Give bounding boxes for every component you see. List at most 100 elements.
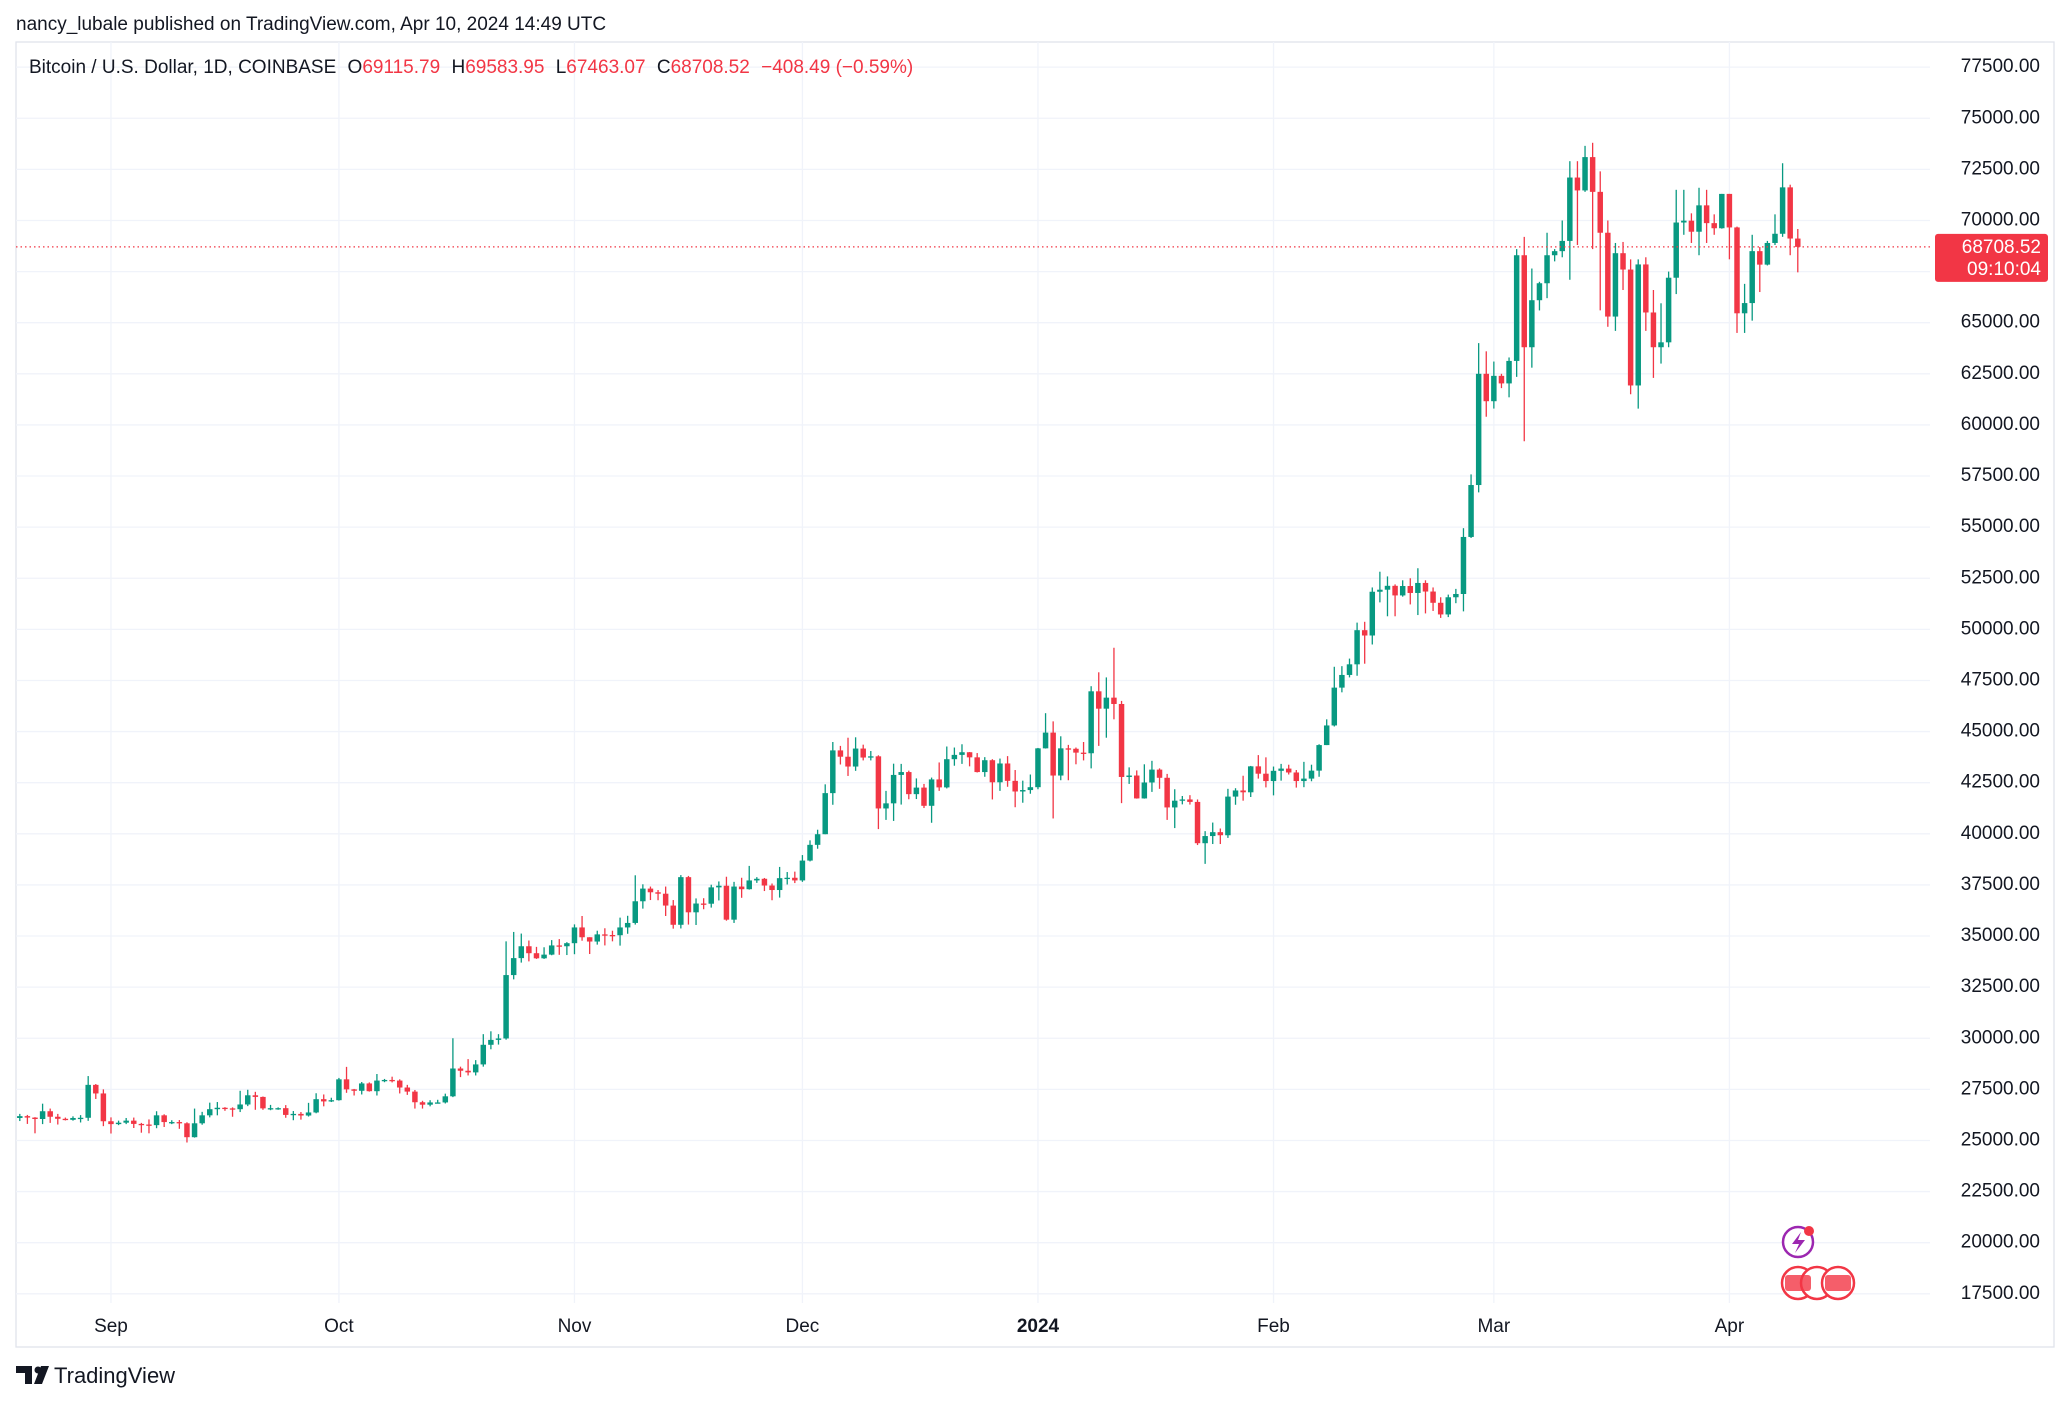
candle-body [275, 1108, 281, 1110]
candle-body [313, 1099, 319, 1113]
candle-body [1460, 536, 1467, 594]
candle-body [1681, 220, 1687, 223]
candle-body [70, 1117, 76, 1120]
flag [1785, 1275, 1811, 1291]
candle-body [1042, 732, 1049, 749]
open-label: O [348, 57, 363, 78]
candle-body [655, 892, 661, 894]
candle-body [131, 1120, 137, 1124]
y-tick-label: 25000.00 [1961, 1129, 2040, 1150]
candle-body [1058, 748, 1064, 776]
symbol: Bitcoin / U.S. Dollar, 1D, COINBASE [29, 57, 336, 78]
candle-body [1088, 691, 1094, 754]
candle-body [746, 880, 752, 890]
candle-body [875, 756, 882, 809]
logo-dot [34, 1366, 42, 1374]
candle-body [305, 1112, 312, 1116]
y-tick-label: 40000.00 [1961, 823, 2040, 844]
candle-body [17, 1116, 23, 1118]
candle-body [716, 885, 722, 888]
candle-body [1156, 769, 1163, 778]
candle-body [1787, 187, 1793, 239]
candle-body [822, 793, 828, 835]
candle-body [1764, 242, 1771, 265]
candle-body [951, 754, 958, 760]
logo[interactable]: TradingView [16, 1363, 175, 1388]
candle-body [624, 922, 631, 928]
y-tick-label: 22500.00 [1961, 1181, 2040, 1202]
attribution: nancy_lubale published on TradingView.co… [16, 14, 606, 35]
candle-body [419, 1102, 426, 1105]
candle-body [769, 885, 775, 891]
candle-body [1574, 177, 1581, 191]
candle-body [427, 1102, 433, 1105]
x-tick-label: Sep [94, 1316, 128, 1337]
candle-body [39, 1111, 46, 1120]
candle-body [1111, 697, 1117, 704]
candle-body [62, 1118, 69, 1121]
candle-body [115, 1122, 122, 1125]
candle-body [283, 1108, 289, 1115]
chart-frame [15, 41, 2055, 1348]
candles [17, 142, 1801, 1143]
candle-body [602, 934, 608, 936]
candle-body [1635, 264, 1641, 386]
close-value: 68708.52 [671, 57, 750, 78]
candle-body [1103, 697, 1110, 709]
candle-body [381, 1079, 388, 1082]
candle-body [1589, 157, 1596, 192]
candle-body [480, 1044, 487, 1065]
candle-body [533, 953, 540, 959]
candle-body [328, 1100, 335, 1102]
candle-body [1004, 763, 1011, 781]
x-tick-label: Nov [558, 1316, 592, 1337]
candle-body [1346, 664, 1353, 675]
candle-body [442, 1096, 449, 1103]
candle-body [1369, 591, 1376, 636]
close-label: C [657, 57, 671, 78]
candle-body [290, 1113, 297, 1116]
candle-body [510, 958, 517, 976]
y-tick-label: 70000.00 [1961, 209, 2040, 230]
candle-body [814, 834, 821, 845]
candle-body [1179, 799, 1186, 801]
candle-body [1498, 375, 1505, 384]
candle-body [723, 885, 730, 920]
candle-body [320, 1099, 327, 1102]
candle-body [93, 1084, 99, 1094]
y-tick-label: 75000.00 [1961, 107, 2040, 128]
candle-body [738, 886, 745, 890]
candle-body [1795, 238, 1801, 247]
high-label: H [451, 57, 465, 78]
candle-body [1612, 253, 1619, 317]
candle-body [1361, 630, 1368, 636]
candle-body [1445, 597, 1452, 615]
candle-body [1027, 787, 1034, 791]
candle-body [1551, 251, 1558, 256]
y-tick-label: 72500.00 [1961, 158, 2040, 179]
candle-body [1399, 586, 1406, 596]
low-value: 67463.07 [566, 57, 645, 78]
y-tick-label: 42500.00 [1961, 772, 2040, 793]
candle-body [761, 878, 768, 886]
candle-body [1521, 255, 1527, 348]
candle-body [1688, 220, 1695, 232]
open-value: 69115.79 [362, 57, 440, 78]
candle-body [465, 1070, 471, 1073]
candle-body [85, 1084, 91, 1118]
candle-body [928, 779, 935, 806]
candle-body [792, 877, 798, 881]
candle-body [199, 1115, 205, 1124]
candle-body [936, 779, 942, 788]
candle-body [503, 975, 509, 1039]
candle-body [169, 1122, 175, 1124]
candle-body [1779, 187, 1786, 234]
candle-body [191, 1123, 198, 1138]
candle-body [913, 787, 920, 795]
candle-body [1270, 770, 1277, 782]
candle-body [1719, 193, 1725, 229]
candle-body [1711, 223, 1717, 229]
candle-body [997, 763, 1003, 783]
candle-body [860, 748, 866, 758]
